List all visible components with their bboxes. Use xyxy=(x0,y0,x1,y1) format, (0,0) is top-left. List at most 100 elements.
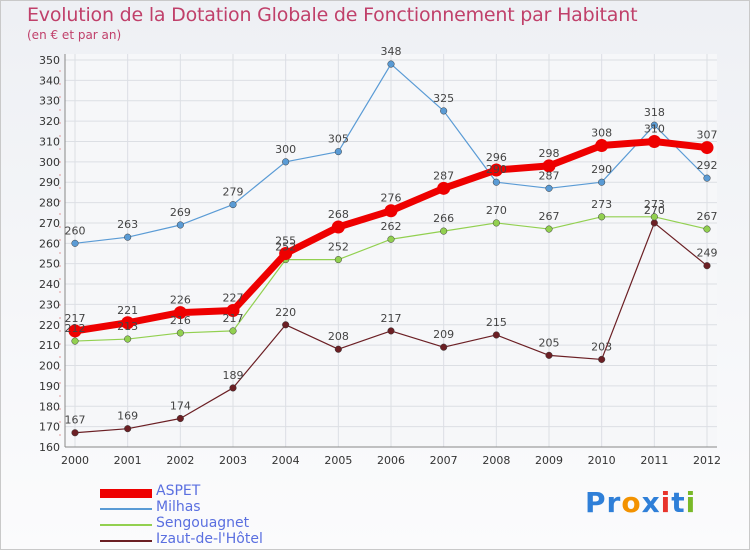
data-label-izautdelhtel: 249 xyxy=(697,247,718,260)
x-tick-label: 2003 xyxy=(219,454,247,467)
legend-swatch-izaut xyxy=(100,540,152,542)
data-label-izautdelhtel: 209 xyxy=(433,328,454,341)
legend-item-milhas: Milhas xyxy=(100,499,300,516)
data-label-izautdelhtel: 174 xyxy=(170,399,191,412)
y-tick-label: 230 xyxy=(39,298,60,311)
x-tick-label: 2002 xyxy=(166,454,194,467)
data-point-aspet xyxy=(121,316,135,330)
data-point-milhas xyxy=(229,201,237,209)
data-label-milhas: 279 xyxy=(223,186,244,199)
data-point-milhas xyxy=(703,174,711,182)
data-label-aspet: 296 xyxy=(486,151,507,164)
legend-item-aspet: ASPET xyxy=(100,483,300,500)
y-tick-label: 310 xyxy=(39,135,60,148)
data-point-izautdelhtel xyxy=(440,343,448,351)
data-label-aspet: 287 xyxy=(433,169,454,182)
data-label-izautdelhtel: 220 xyxy=(275,306,296,319)
data-label-aspet: 308 xyxy=(591,127,612,140)
data-label-izautdelhtel: 215 xyxy=(486,316,507,329)
logo-letter: i xyxy=(685,486,697,519)
x-tick-label: 2006 xyxy=(377,454,405,467)
y-tick-label: 280 xyxy=(39,197,60,210)
data-label-izautdelhtel: 203 xyxy=(591,340,612,353)
data-point-milhas xyxy=(440,107,448,115)
data-label-sengouagnet: 217 xyxy=(223,312,244,325)
data-point-aspet xyxy=(331,220,345,234)
data-label-sengouagnet: 252 xyxy=(328,241,349,254)
data-point-milhas xyxy=(492,178,500,186)
data-label-milhas: 269 xyxy=(170,206,191,219)
proxiti-logo: Proxiti xyxy=(585,486,696,519)
data-label-milhas: 348 xyxy=(381,45,402,58)
y-tick-label: 320 xyxy=(39,115,60,128)
y-tick-label: 210 xyxy=(39,339,60,352)
data-label-milhas: 318 xyxy=(644,106,665,119)
legend-item-izaut: Izaut-de-l'Hôtel xyxy=(100,531,300,548)
x-tick-label: 2000 xyxy=(61,454,89,467)
data-point-sengouagnet xyxy=(229,327,237,335)
data-label-sengouagnet: 262 xyxy=(381,220,402,233)
data-point-sengouagnet xyxy=(598,213,606,221)
data-point-aspet xyxy=(279,247,293,260)
data-point-izautdelhtel xyxy=(282,321,290,329)
data-point-izautdelhtel xyxy=(703,262,711,270)
data-point-sengouagnet xyxy=(650,213,658,221)
legend-swatch-aspet xyxy=(100,489,152,498)
data-label-izautdelhtel: 208 xyxy=(328,330,349,343)
data-label-aspet: 217 xyxy=(65,312,86,325)
data-point-aspet xyxy=(68,324,82,338)
data-point-izautdelhtel xyxy=(229,384,237,392)
data-label-sengouagnet: 213 xyxy=(117,320,138,333)
data-point-aspet xyxy=(226,304,240,318)
y-tick-label: 240 xyxy=(39,278,60,291)
data-label-sengouagnet: 252 xyxy=(275,241,296,254)
data-label-aspet: 227 xyxy=(223,292,244,305)
data-point-aspet xyxy=(542,159,556,173)
y-tick-label: 300 xyxy=(39,156,60,169)
data-point-aspet xyxy=(595,139,609,153)
data-label-milhas: 290 xyxy=(591,163,612,176)
data-label-aspet: 310 xyxy=(644,122,665,135)
data-label-aspet: 268 xyxy=(328,208,349,221)
data-label-milhas: 287 xyxy=(539,169,560,182)
data-point-milhas xyxy=(176,221,184,229)
x-tick-label: 2011 xyxy=(640,454,668,467)
data-point-aspet xyxy=(384,204,398,218)
data-label-milhas: 300 xyxy=(275,143,296,156)
logo-letter: t xyxy=(671,486,686,519)
y-tick-label: 350 xyxy=(39,54,60,67)
data-point-sengouagnet xyxy=(334,256,342,264)
data-label-milhas: 260 xyxy=(65,224,86,237)
logo-letter: o xyxy=(621,486,642,519)
x-tick-label: 2007 xyxy=(430,454,458,467)
data-label-sengouagnet: 267 xyxy=(697,210,718,223)
data-label-aspet: 298 xyxy=(539,147,560,160)
data-point-izautdelhtel xyxy=(598,355,606,363)
data-point-sengouagnet xyxy=(492,219,500,227)
logo-letter: i xyxy=(660,486,672,519)
data-point-izautdelhtel xyxy=(545,351,553,359)
data-point-sengouagnet xyxy=(124,335,132,343)
data-label-izautdelhtel: 205 xyxy=(539,336,560,349)
data-point-milhas xyxy=(124,233,132,241)
data-label-izautdelhtel: 270 xyxy=(644,204,665,217)
y-tick-label: 190 xyxy=(39,380,60,393)
data-label-aspet: 276 xyxy=(381,192,402,205)
data-label-milhas: 325 xyxy=(433,92,454,105)
y-tick-label: 330 xyxy=(39,95,60,108)
data-point-aspet xyxy=(647,134,661,148)
data-point-izautdelhtel xyxy=(124,425,132,433)
x-tick-label: 2005 xyxy=(324,454,352,467)
legend-label-milhas: Milhas xyxy=(156,499,201,515)
data-point-aspet xyxy=(489,163,503,177)
legend-label-aspet: ASPET xyxy=(156,483,201,499)
y-tick-label: 260 xyxy=(39,237,60,250)
data-point-milhas xyxy=(334,148,342,156)
data-label-aspet: 255 xyxy=(275,235,296,248)
chart-title: Evolution de la Dotation Globale de Fonc… xyxy=(27,4,638,26)
data-label-aspet: 221 xyxy=(117,304,138,317)
data-point-milhas xyxy=(282,158,290,166)
data-point-aspet xyxy=(173,306,187,320)
y-tick-label: 170 xyxy=(39,421,60,434)
